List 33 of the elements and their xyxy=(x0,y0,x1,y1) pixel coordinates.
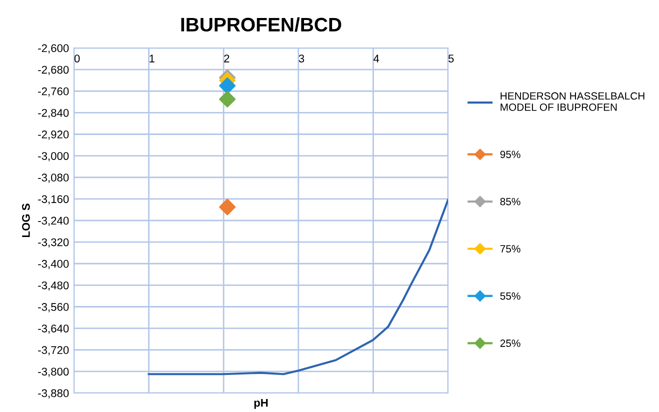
y-tick-label: -2,920 xyxy=(38,130,69,140)
y-tick-label: -2,840 xyxy=(38,108,69,118)
line-series xyxy=(148,198,448,376)
y-tick-label: -3,320 xyxy=(38,238,69,248)
y-tick-label: -3,240 xyxy=(38,216,69,226)
y-tick-label: -2,600 xyxy=(38,44,69,54)
y-tick-label: -3,640 xyxy=(38,324,69,334)
legend-label: 95% xyxy=(500,150,520,158)
x-axis-title: pH xyxy=(254,398,268,409)
y-tick-label: -3,400 xyxy=(38,260,69,270)
x-tick-label: 0 xyxy=(74,54,80,62)
legend-label: HENDERSON HASSELBALCH MODEL OF IBUPROFEN xyxy=(500,92,644,111)
x-tick-label: 3 xyxy=(298,54,304,62)
x-tick-label: 5 xyxy=(448,54,454,62)
legend-label: 85% xyxy=(500,198,520,206)
y-tick-label: -3,720 xyxy=(38,346,69,356)
legend-label: 55% xyxy=(500,292,520,300)
y-tick-label: -2,680 xyxy=(38,66,69,76)
y-tick-label: -3,560 xyxy=(38,303,69,312)
legend-label: 25% xyxy=(500,340,520,347)
y-tick-label: -3,000 xyxy=(38,152,69,162)
x-tick-label: 1 xyxy=(150,54,154,62)
y-axis-title: LOG S xyxy=(22,204,30,238)
y-tick-label: -3,800 xyxy=(38,368,69,377)
y-tick-label: -3,480 xyxy=(38,281,69,291)
x-tick-label: 2 xyxy=(224,54,230,62)
y-tick-label: -3,880 xyxy=(38,389,69,398)
chart-title: IBUPROFEN/BCD xyxy=(181,17,342,32)
y-tick-label: -3,080 xyxy=(38,174,69,183)
y-tick-label: -3,160 xyxy=(38,195,69,204)
legend-label: 75% xyxy=(500,245,520,253)
y-tick-label: -2,760 xyxy=(38,87,69,97)
x-tick-label: 4 xyxy=(373,54,380,62)
